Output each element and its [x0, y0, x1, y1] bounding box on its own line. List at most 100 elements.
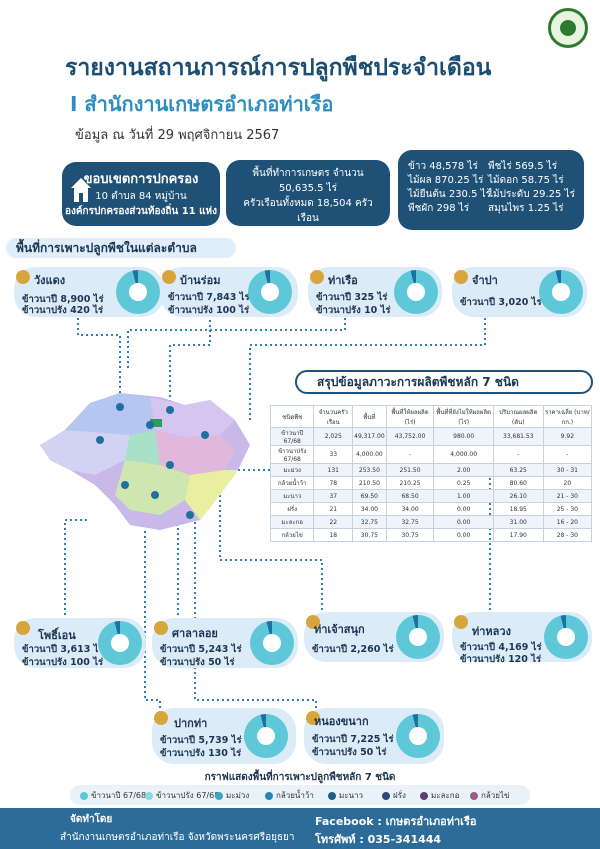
subdistrict-card-tharuea: ท่าเรือ ข้าวนาปี 325 ไร่ ข้าวนาปรัง 10 ไ…: [308, 267, 442, 317]
legend-item: ข้าวนาปรัง 67/68: [145, 789, 219, 802]
table-row: ข้าวนาปรัง 67/68 33 4,000.00-4,000.00- -: [269, 445, 593, 464]
crop-left-3: พืชผัก 298 ไร่: [408, 203, 470, 214]
card-rice: ข้าวนาปี 5,243 ไร่: [160, 644, 242, 655]
footer-phone: โทรศัพท์ : 035-341444: [315, 833, 442, 846]
table-row: กล้วยไข่ 18 30.75 30.75 0.00 17.90 28 - 30: [269, 528, 593, 542]
footer-made-by: จัดทำโดย: [70, 814, 113, 825]
page-subtitle: I สำนักงานเกษตรอำเภอท่าเรือ: [70, 92, 334, 116]
table-header: ราคาเฉลี่ย (บาท/กก.): [542, 405, 593, 428]
card-rice2: ข้าวนาปรัง 130 ไร่: [160, 748, 242, 759]
card-title: หนองขนาก: [314, 715, 369, 728]
crop-donut: [396, 615, 440, 659]
footer-facebook[interactable]: Facebook : เกษตรอำเภอท่าเรือ: [315, 815, 477, 828]
page-title: รายงานสถานการณ์การปลูกพืชประจำเดือน: [65, 55, 492, 81]
card-rice: ข้าวนาปี 7,843 ไร่: [168, 292, 250, 303]
department-seal: [548, 8, 588, 48]
card-rice2: ข้าวนาปรัง 50 ไร่: [312, 747, 387, 758]
admin-line1: 10 ตำบล 84 หมู่บ้าน: [95, 191, 187, 202]
card-title: วังแดง: [34, 274, 66, 287]
rice-icon: [16, 621, 30, 635]
table-row: ข้าวนาปี 67/68 2,025 49,317.00 43,752.00 980…: [269, 427, 593, 446]
table-header: พื้นที่ที่ยังไม่ให้ผลผลิต (ไร่): [433, 405, 494, 428]
card-title: ท่าเจ้าสนุก: [314, 623, 365, 636]
subdistrict-card-wangdaeng: วังแดง ข้าวนาปี 8,900 ไร่ ข้าวนาปรัง 420…: [14, 267, 164, 317]
card-rice2: ข้าวนาปรัง 420 ไร่: [22, 305, 104, 316]
crop-left-2: ไม้ยืนต้น 230.5 ไร่: [408, 189, 492, 200]
card-title: โพธิ์เอน: [38, 629, 76, 642]
farm-box: พื้นที่ทำการเกษตร จำนวน 50,635.5 ไร่ ครั…: [226, 160, 390, 239]
legend-title: กราฟแสดงพื้นที่การเพาะปลูกพืชหลัก 7 ชนิด: [204, 772, 396, 783]
card-rice2: ข้าวนาปรัง 10 ไร่: [316, 305, 391, 316]
report-date: ข้อมูล ณ วันที่ 29 พฤศจิกายน 2567: [75, 128, 280, 143]
card-title: บ้านร่อม: [180, 274, 221, 287]
subdistrict-card-salaloi: ศาลาลอย ข้าวนาปี 5,243 ไร่ ข้าวนาปรัง 50…: [152, 618, 298, 668]
rice-icon: [154, 621, 168, 635]
card-title: จำปา: [472, 274, 498, 287]
crop-donut: [116, 270, 160, 314]
card-rice: ข้าวนาปี 8,900 ไร่: [22, 294, 104, 305]
table-header: พื้นที่ให้ผลผลิต (ไร่): [385, 405, 435, 428]
footer: จัดทำโดย สำนักงานเกษตรอำเภอท่าเรือ จังหว…: [0, 808, 600, 849]
crop-right-1: ไม้ดอก 58.75 ไร่: [488, 175, 564, 186]
table-row: กล้วยน้ำว้า 78 210.50 210.25 0.25 80.60 20: [269, 476, 593, 490]
crop-donut: [250, 621, 294, 665]
district-map: [40, 393, 250, 530]
card-title: ท่าหลวง: [472, 625, 511, 638]
card-title: ท่าเรือ: [328, 274, 358, 287]
subdistrict-card-banrom: บ้านร่อม ข้าวนาปี 7,843 ไร่ ข้าวนาปรัง 1…: [160, 267, 298, 317]
legend-item: มะม่วง: [215, 789, 249, 802]
table-header: จำนวนครัวเรือน: [313, 405, 354, 428]
crop-donut: [98, 621, 142, 665]
legend-item: กล้วยน้ำว้า: [265, 789, 314, 802]
table-row: มะนาว 37 69.50 68.50 1.00 26.10 21 - 30: [269, 489, 593, 503]
footer-office: สำนักงานเกษตรอำเภอท่าเรือ จังหวัดพระนครศ…: [60, 832, 295, 843]
rice-icon: [306, 615, 320, 629]
table-header: พื้นที่: [352, 405, 387, 428]
table-header: ปริมาณผลผลิต (ตัน): [492, 405, 544, 428]
crop-donut: [394, 270, 438, 314]
subdistrict-card-pakhta: ปากท่า ข้าวนาปี 5,739 ไร่ ข้าวนาปรัง 130…: [152, 708, 296, 764]
farm-line1: พื้นที่ทำการเกษตร จำนวน 50,635.5 ไร่: [252, 168, 364, 194]
legend-item: มะนาว: [328, 789, 363, 802]
card-rice: ข้าวนาปี 2,260 ไร่: [312, 644, 394, 655]
rice-icon: [16, 270, 30, 284]
rice-icon: [306, 711, 320, 725]
rice-icon: [454, 615, 468, 629]
legend-item: ข้าวนาปี 67/68: [80, 789, 146, 802]
card-rice: ข้าวนาปี 7,225 ไร่: [312, 734, 394, 745]
crop-donut: [544, 615, 588, 659]
rice-icon: [162, 270, 176, 284]
house-icon: [71, 178, 91, 202]
card-rice2: ข้าวนาปรัง 120 ไร่: [460, 654, 542, 665]
subdistrict-card-nongkhanak: หนองขนาก ข้าวนาปี 7,225 ไร่ ข้าวนาปรัง 5…: [304, 708, 444, 764]
table-row: มะละกอ 22 32.75 32.75 0.00 31.00 16 - 20: [269, 515, 593, 529]
admin-heading: ขอบเขตการปกครอง: [83, 172, 199, 187]
area-section-title: พื้นที่การเพาะปลูกพืชในแต่ละตำบล: [6, 238, 236, 258]
card-rice: ข้าวนาปี 5,739 ไร่: [160, 735, 242, 746]
card-rice: ข้าวนาปี 3,020 ไร่: [460, 297, 542, 308]
legend-item: มะละกอ: [420, 789, 459, 802]
card-rice2: ข้าวนาปรัง 100 ไร่: [168, 305, 250, 316]
crop-left-1: ไม้ผล 870.25 ไร่: [408, 175, 484, 186]
legend-item: ฝรั่ง: [382, 789, 406, 802]
farm-line3: เกษตรกรจำนวน 2,489 ครัวเรือน: [235, 228, 381, 239]
card-rice: ข้าวนาปี 4,169 ไร่: [460, 642, 542, 653]
card-rice: ข้าวนาปี 3,613 ไร่: [22, 644, 104, 655]
subdistrict-card-thaluang: ท่าหลวง ข้าวนาปี 4,169 ไร่ ข้าวนาปรัง 12…: [452, 612, 592, 665]
crop-donut: [244, 714, 288, 758]
subdistrict-card-champa: จำปา ข้าวนาปี 3,020 ไร่: [452, 267, 587, 317]
card-title: ปากท่า: [174, 717, 208, 730]
farm-line2: ครัวเรือนทั้งหมด 18,504 ครัวเรือน: [243, 198, 373, 224]
rice-icon: [310, 270, 324, 284]
admin-box: ขอบเขตการปกครอง 10 ตำบล 84 หมู่บ้าน องค์…: [62, 162, 220, 226]
rice-icon: [154, 711, 168, 725]
table-row: ฝรั่ง 21 34.00 34.00 0.00 18.95 25 - 30: [269, 502, 593, 516]
crop-donut: [248, 270, 292, 314]
card-rice: ข้าวนาปี 325 ไร่: [316, 292, 388, 303]
crop-right-3: สมุนไพร 1.25 ไร่: [488, 203, 564, 214]
crop-donut: [539, 270, 583, 314]
card-rice2: ข้าวนาปรัง 100 ไร่: [22, 657, 104, 668]
crop-right-2: ไม้ประดับ 29.25 ไร่: [488, 189, 575, 200]
crop-left-0: ข้าว 48,578 ไร่: [408, 161, 478, 172]
card-title: ศาลาลอย: [172, 627, 218, 640]
